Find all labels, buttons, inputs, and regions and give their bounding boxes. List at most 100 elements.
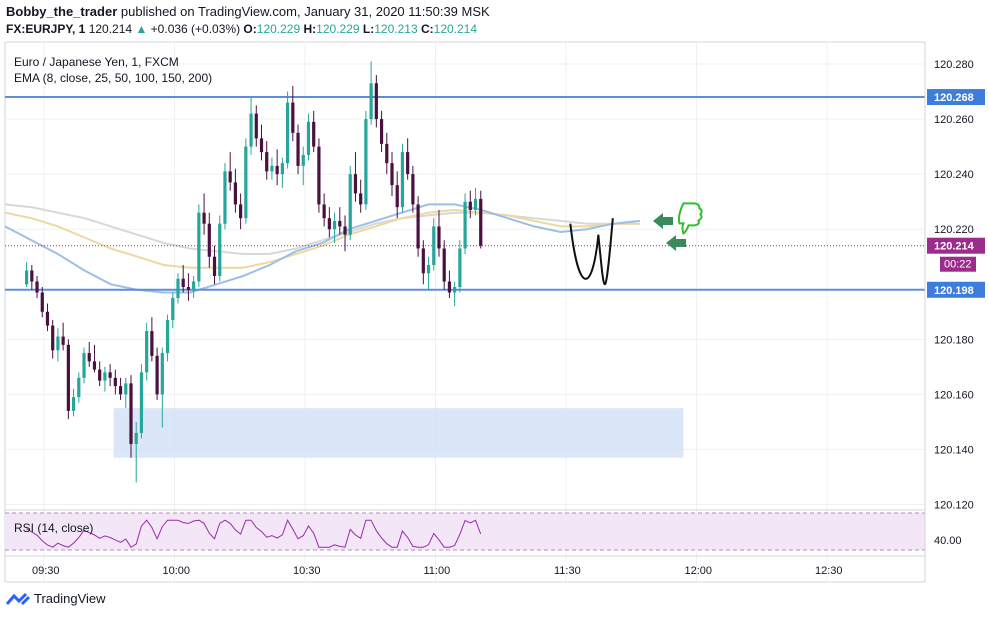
candle <box>322 193 326 227</box>
close-value: 120.214 <box>433 22 478 36</box>
candle-body <box>87 353 91 362</box>
candle <box>66 339 70 420</box>
candle <box>306 113 311 161</box>
current-price-tag[interactable]: 120.214 <box>927 237 985 254</box>
candle <box>317 138 321 213</box>
symbol-label: FX:EURJPY, 1 <box>6 22 86 36</box>
price-axis[interactable]: 120.280 120.260 120.240 120.220 120.180 120.1… <box>924 42 985 582</box>
candle <box>51 320 55 359</box>
candle <box>176 273 180 304</box>
candle <box>30 264 34 290</box>
arrow-left-icon[interactable] <box>653 212 673 229</box>
level-price-tag[interactable]: 120.268 <box>927 89 985 106</box>
candle-body <box>25 270 29 285</box>
candle-body <box>129 383 133 444</box>
candle-body <box>92 361 97 370</box>
candle-body <box>249 113 253 147</box>
candle <box>416 196 420 257</box>
tradingview-logo[interactable]: TradingView <box>5 591 106 606</box>
candle-body <box>463 201 467 249</box>
candle-body <box>327 218 331 230</box>
rsi-pane <box>5 509 925 551</box>
candle-body <box>453 287 457 293</box>
candle <box>332 212 337 243</box>
author-name[interactable]: Bobby_the_trader <box>6 4 118 19</box>
candle <box>202 193 206 235</box>
candle <box>150 317 154 362</box>
candle-body <box>426 264 431 274</box>
candle <box>369 61 373 125</box>
level-price-tag-text: 120.268 <box>934 92 974 104</box>
change-value: +0.036 (+0.03%) <box>150 22 241 36</box>
candle-body <box>442 248 446 282</box>
candle <box>426 256 431 290</box>
candle-body <box>338 220 342 227</box>
candle-body <box>406 152 410 175</box>
candle-body <box>40 292 44 312</box>
candle-body <box>332 220 337 230</box>
candle-body <box>45 311 50 326</box>
time-tick-label: 12:00 <box>685 565 713 577</box>
candle-body <box>218 223 222 276</box>
candle-body <box>296 132 300 166</box>
candle-body <box>145 331 149 373</box>
candle <box>296 124 300 175</box>
ema-lines <box>4 203 641 294</box>
level-price-tag[interactable]: 120.198 <box>927 281 985 298</box>
time-tick-label: 10:00 <box>163 565 191 577</box>
candle <box>473 187 478 216</box>
current-price-tag-text: 120.214 <box>934 241 975 253</box>
support-zone[interactable] <box>113 408 684 458</box>
candle <box>108 364 112 387</box>
candle <box>265 141 269 180</box>
candle <box>145 322 149 381</box>
rsi-line <box>26 519 482 548</box>
candle <box>379 110 384 153</box>
candle-body <box>369 83 373 120</box>
candle-body <box>317 146 321 205</box>
thumbs-down-icon[interactable] <box>677 202 703 235</box>
candle <box>192 276 196 299</box>
level-price-tag-bg <box>927 281 985 298</box>
candle-body <box>374 83 378 120</box>
countdown-label: 00:22 <box>944 259 972 271</box>
candle <box>212 245 217 285</box>
candle <box>129 375 133 458</box>
candle <box>207 212 211 268</box>
candle-body <box>150 331 154 356</box>
candle-body <box>437 226 441 249</box>
candle <box>233 168 237 213</box>
candle <box>259 124 264 161</box>
candle <box>98 361 102 387</box>
candle-body <box>186 287 191 290</box>
published-text: published on TradingView.com, January 31… <box>120 4 490 19</box>
candle-body <box>270 165 274 172</box>
candle <box>301 146 305 186</box>
candle-body <box>160 353 164 395</box>
rsi-legend: RSI (14, close) <box>14 521 93 535</box>
candle <box>327 207 331 238</box>
candle-body <box>181 278 185 288</box>
candle <box>338 207 342 235</box>
candle-body <box>385 143 389 164</box>
time-axis[interactable]: 09:30 10:00 10:30 11:00 11:30 12:00 12:30 <box>5 555 925 577</box>
candle <box>463 193 467 254</box>
candle <box>348 165 352 241</box>
price-tick-label: 120.220 <box>934 224 974 236</box>
candle <box>118 377 123 400</box>
candle-body <box>228 171 232 183</box>
double-bottom-drawing[interactable] <box>569 218 614 286</box>
drawing-annotations[interactable] <box>569 202 703 286</box>
candle-body <box>139 372 144 433</box>
candle-body <box>275 165 279 175</box>
candle <box>228 152 232 191</box>
candle-body <box>421 248 425 274</box>
level-lines[interactable] <box>5 96 925 291</box>
open-value: 120.229 <box>256 22 301 36</box>
candle-body <box>301 154 305 166</box>
arrow-left-icon[interactable] <box>666 234 687 251</box>
candle <box>223 163 227 230</box>
tradingview-logo-icon <box>5 592 31 606</box>
candle <box>437 209 441 257</box>
